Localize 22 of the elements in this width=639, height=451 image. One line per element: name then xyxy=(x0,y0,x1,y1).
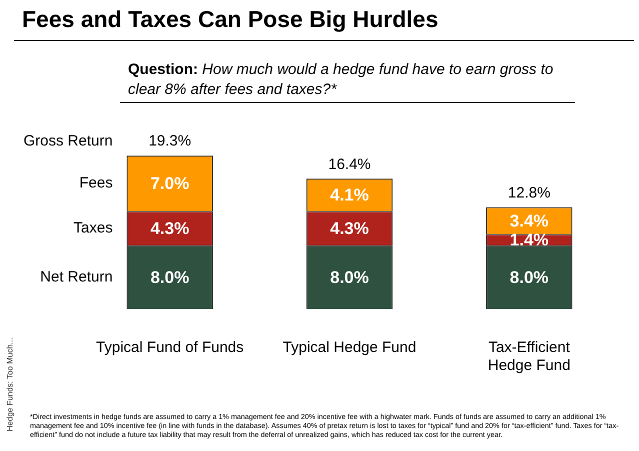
x-tick-label: Typical Hedge Fund xyxy=(282,339,416,356)
data-label: 8.0% xyxy=(510,268,549,287)
chart-subtitle: Question: How much would a hedge fund have to earn gross to clear 8% after fees and taxes?* xyxy=(128,61,554,98)
data-label: 4.3% xyxy=(150,218,190,238)
data-label: 7.0% xyxy=(150,174,190,194)
data-label: 4.1% xyxy=(330,186,369,205)
series-label: Taxes xyxy=(74,219,113,236)
x-tick-label: Tax-Efficient Hedge Fund xyxy=(488,339,571,374)
data-label: 8.0% xyxy=(330,268,369,287)
total-label: 12.8% xyxy=(508,184,550,202)
total-label: 16.4% xyxy=(328,156,371,173)
data-label: 3.4% xyxy=(510,211,549,230)
series-label: Net Return xyxy=(40,268,113,286)
chart-title: Fees and Taxes Can Pose Big Hurdles xyxy=(22,6,438,33)
series-label: Fees xyxy=(79,174,113,192)
data-label: 4.3% xyxy=(330,218,369,238)
data-label: 8.0% xyxy=(150,268,190,287)
text: Gross Return xyxy=(24,132,113,150)
x-tick-label: Typical Fund of Funds xyxy=(96,339,244,356)
text: Hedge Funds: Too Much... xyxy=(6,336,14,434)
data-label: 1.4% xyxy=(510,230,549,250)
total-label: 19.3% xyxy=(148,132,192,150)
